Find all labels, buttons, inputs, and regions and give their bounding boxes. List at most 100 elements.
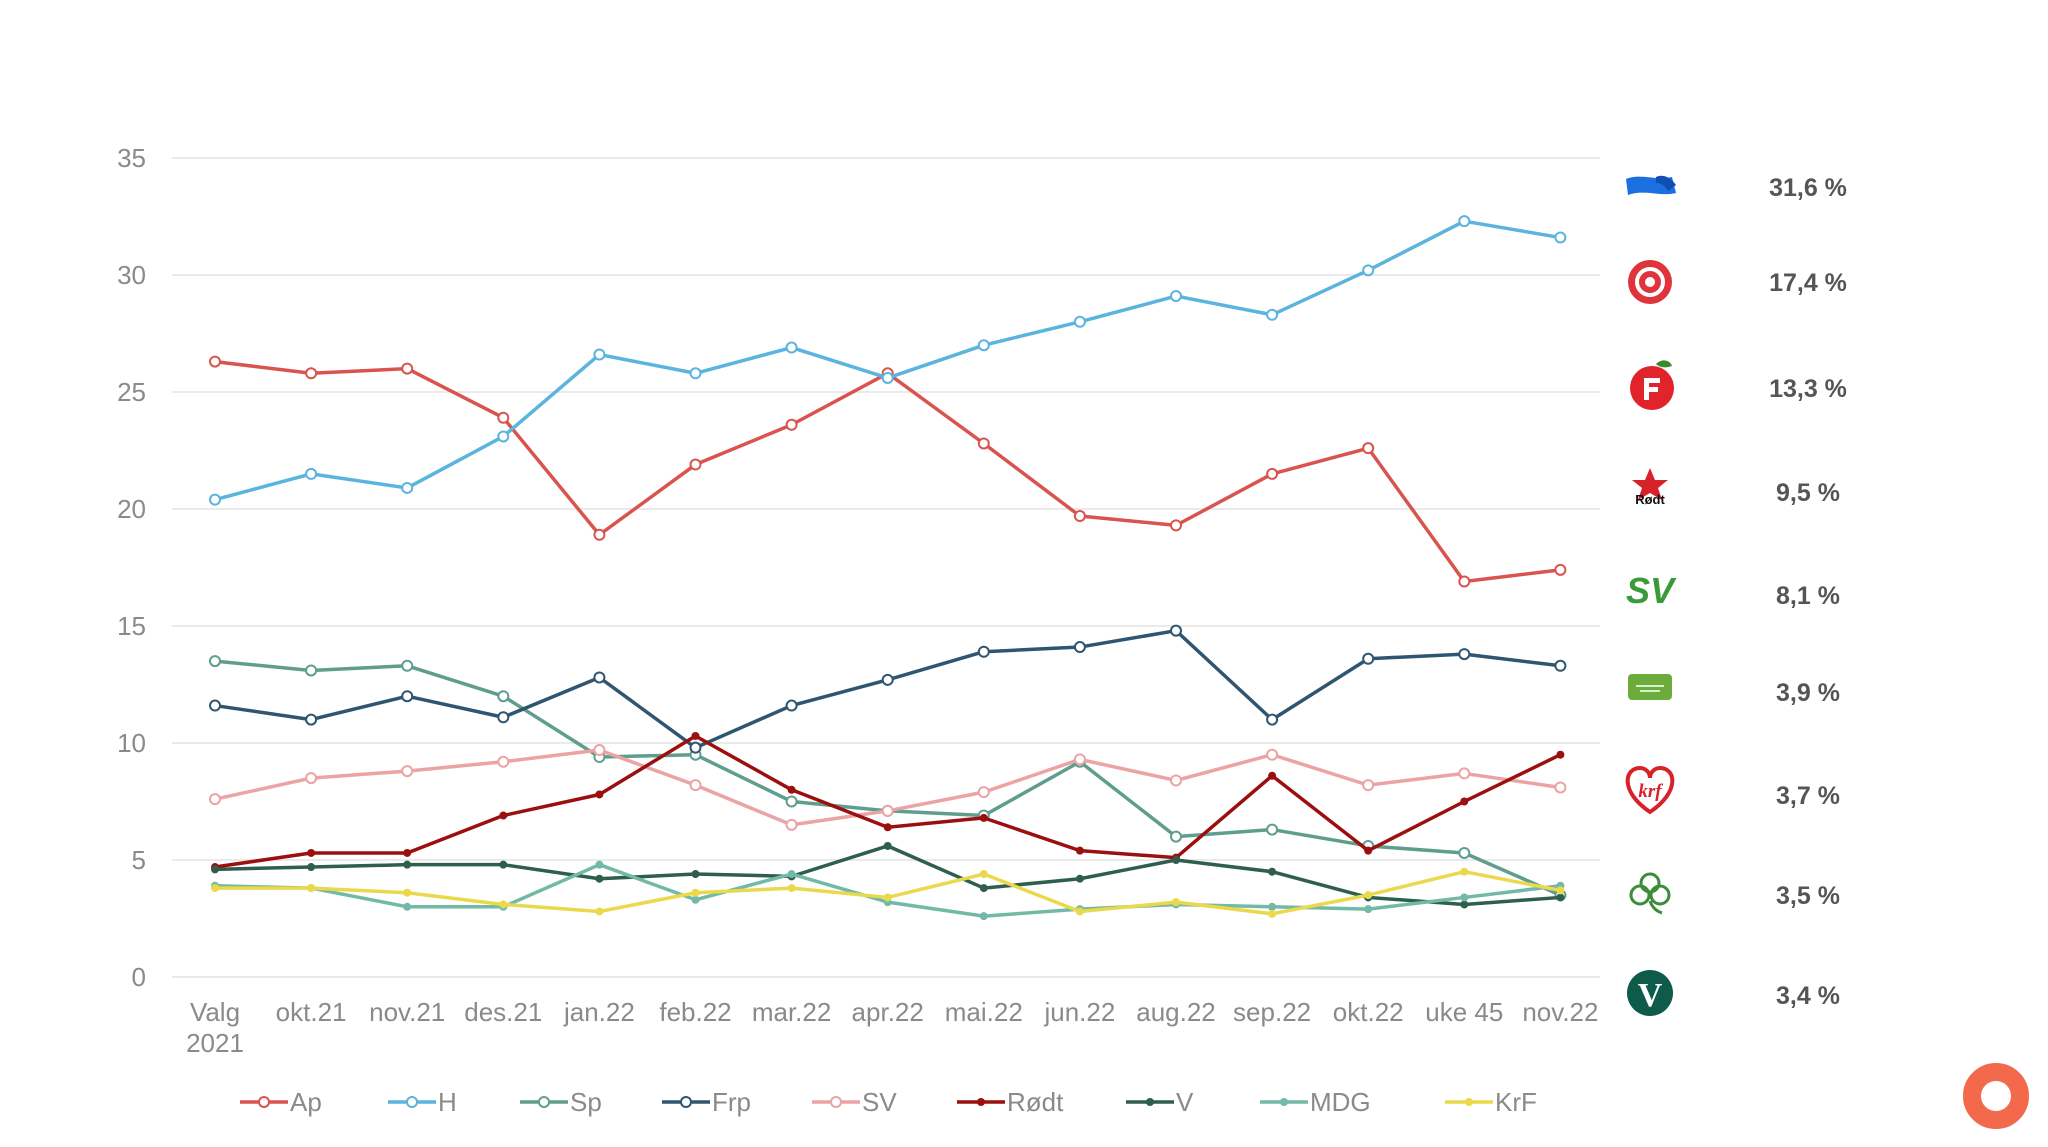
data-point xyxy=(403,888,412,897)
legend: Ap H Sp Frp SV Rødt V MDG KrF xyxy=(240,1087,1537,1117)
legend-label: H xyxy=(438,1087,457,1117)
series-line xyxy=(214,862,1561,918)
data-point xyxy=(1554,231,1567,244)
data-point xyxy=(979,813,988,822)
brand-ring-icon xyxy=(1963,1063,2029,1129)
x-tick-label: okt.22 xyxy=(1333,997,1404,1027)
data-point xyxy=(1075,907,1084,916)
data-point xyxy=(1556,886,1565,895)
legend-marker xyxy=(406,1096,418,1108)
data-point xyxy=(1460,893,1469,902)
data-point xyxy=(1556,750,1565,759)
data-point xyxy=(1075,846,1084,855)
data-point xyxy=(883,893,892,902)
krf-logo: krf xyxy=(1625,765,1675,815)
data-point xyxy=(595,874,604,883)
legend-item: Sp xyxy=(520,1087,602,1117)
data-point xyxy=(881,804,894,817)
series-frp xyxy=(209,624,1567,754)
y-tick-label: 0 xyxy=(132,962,146,992)
data-point xyxy=(979,870,988,879)
data-point xyxy=(977,437,990,450)
data-point xyxy=(305,367,318,380)
x-tick-label: okt.21 xyxy=(276,997,347,1027)
data-point xyxy=(1268,909,1277,918)
data-point xyxy=(883,823,892,832)
data-point xyxy=(497,755,510,768)
data-point xyxy=(593,348,606,361)
party-percent-hoyre: 31,6 % xyxy=(1769,174,1847,202)
party-percent-ap-rose: 17,4 % xyxy=(1769,269,1847,297)
data-point xyxy=(497,430,510,443)
series-lines xyxy=(209,215,1567,921)
data-point xyxy=(1364,905,1373,914)
legend-label: KrF xyxy=(1495,1087,1537,1117)
data-point xyxy=(689,779,702,792)
data-point xyxy=(1460,797,1469,806)
y-tick-label: 25 xyxy=(117,377,146,407)
legend-marker xyxy=(258,1096,270,1108)
data-point xyxy=(691,888,700,897)
data-point xyxy=(1458,575,1471,588)
data-point xyxy=(787,884,796,893)
data-point xyxy=(595,790,604,799)
data-point xyxy=(1554,563,1567,576)
data-point xyxy=(593,671,606,684)
venstre-logo: V xyxy=(1627,970,1673,1016)
data-point xyxy=(883,841,892,850)
data-point xyxy=(979,884,988,893)
data-point xyxy=(305,467,318,480)
x-tick-label: nov.22 xyxy=(1522,997,1598,1027)
legend-item: MDG xyxy=(1260,1087,1371,1117)
data-point xyxy=(305,713,318,726)
x-tick-label: apr.22 xyxy=(852,997,924,1027)
data-point xyxy=(401,362,414,375)
legend-marker xyxy=(1146,1098,1154,1106)
data-point xyxy=(1460,900,1469,909)
data-point xyxy=(307,848,316,857)
legend-marker xyxy=(830,1096,842,1108)
data-point xyxy=(1172,856,1180,864)
mdg-logo xyxy=(1628,674,1672,700)
data-point xyxy=(977,339,990,352)
ap-rose-logo xyxy=(1628,260,1672,304)
data-point xyxy=(595,907,604,916)
data-point xyxy=(1362,779,1375,792)
legend-label: Rødt xyxy=(1007,1087,1064,1117)
legend-item: V xyxy=(1126,1087,1194,1117)
legend-item: H xyxy=(388,1087,457,1117)
data-point xyxy=(1268,771,1277,780)
data-point xyxy=(401,481,414,494)
rodt-logo: Rødt xyxy=(1632,468,1668,507)
data-point xyxy=(1458,767,1471,780)
y-tick-label: 20 xyxy=(117,494,146,524)
sp-clover-logo xyxy=(1629,872,1671,915)
y-tick-label: 5 xyxy=(132,845,146,875)
data-point xyxy=(403,902,412,911)
data-point xyxy=(977,645,990,658)
legend-item: SV xyxy=(812,1087,897,1117)
data-point xyxy=(881,673,894,686)
data-point xyxy=(691,870,700,879)
data-point xyxy=(881,371,894,384)
x-tick-label: nov.21 xyxy=(369,997,445,1027)
series-ap xyxy=(209,355,1567,588)
legend-item: Ap xyxy=(240,1087,322,1117)
series-sv xyxy=(209,744,1567,831)
data-point xyxy=(1364,891,1373,900)
series-line xyxy=(214,219,1561,502)
legend-marker xyxy=(680,1096,692,1108)
party-percent-krf: 3,7 % xyxy=(1776,782,1840,810)
data-point xyxy=(499,860,508,869)
legend-label: SV xyxy=(862,1087,897,1117)
data-point xyxy=(1266,467,1279,480)
x-tick-label: des.21 xyxy=(464,997,542,1027)
party-results-panel: Rødt SV krf V 31,6 %17,4 %13,3 %9,5 xyxy=(1625,174,1847,1016)
legend-marker xyxy=(977,1098,985,1106)
data-point xyxy=(595,860,604,869)
x-tick-label: sep.22 xyxy=(1233,997,1311,1027)
y-axis-ticks: 0 5 10 15 20 25 30 35 xyxy=(117,143,146,992)
series-line xyxy=(214,628,1561,750)
data-point xyxy=(593,528,606,541)
